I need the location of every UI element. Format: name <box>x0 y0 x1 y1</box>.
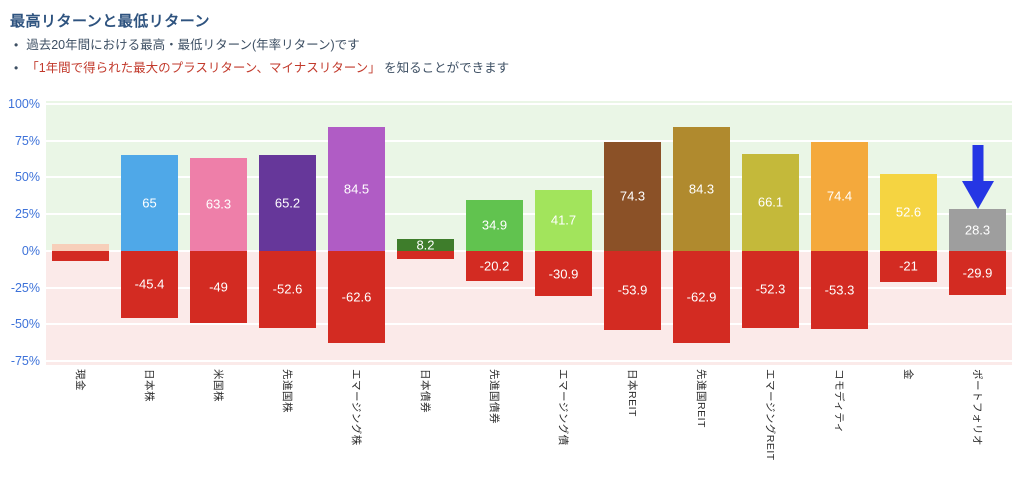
bar-emerging-reit-min[interactable]: -52.3 <box>742 250 799 328</box>
x-tick-label-cash: 現金 <box>73 369 86 391</box>
bar-japan-reit-min[interactable]: -53.9 <box>604 250 661 330</box>
bar-commodity-max[interactable]: 74.4 <box>811 141 868 251</box>
portfolio-highlight-arrow-icon <box>960 145 996 214</box>
description-list: • 過去20年間における最高・最低リターン(年率リターン)です • 「1年間で得… <box>14 38 509 83</box>
bullet-2-text: 「1年間で得られた最大のプラスリターン、マイナスリターン」 を知ることができます <box>26 61 509 76</box>
y-tick-label-75: 75% <box>14 133 40 148</box>
x-tick-label-developed-stocks: 先進国株 <box>280 369 293 413</box>
y-tick-label--25: -25% <box>10 280 40 295</box>
x-tick-label-portfolio: ポートフォリオ <box>970 369 983 446</box>
bar-value-label: 65 <box>142 195 157 211</box>
bar-japan-bonds-min[interactable] <box>397 250 454 260</box>
y-axis: 100% 75% 50% 25% 0% -25% -50% -75% <box>0 0 40 478</box>
bullet-item-2: • 「1年間で得られた最大のプラスリターン、マイナスリターン」 を知ることができ… <box>14 61 509 77</box>
bar-value-label: -53.9 <box>617 282 648 298</box>
gridline--25 <box>46 286 1012 289</box>
bar-value-label: 66.1 <box>757 194 784 210</box>
bullet-item-1: • 過去20年間における最高・最低リターン(年率リターン)です <box>14 38 509 54</box>
bar-developed-bonds-min[interactable]: -20.2 <box>466 250 523 281</box>
y-tick-label-25: 25% <box>14 207 40 222</box>
bar-portfolio-min[interactable]: -29.9 <box>949 250 1006 295</box>
bar-emerging-bonds-max[interactable]: 41.7 <box>535 189 592 251</box>
bar-value-label: -30.9 <box>548 266 579 282</box>
bar-value-label: 8.2 <box>416 237 435 253</box>
bar-japan-stocks-min[interactable]: -45.4 <box>121 250 178 318</box>
x-tick-label-japan-stocks: 日本株 <box>142 369 155 402</box>
bar-emerging-stocks-min[interactable]: -62.6 <box>328 250 385 343</box>
bar-emerging-bonds-min[interactable]: -30.9 <box>535 250 592 297</box>
plot-area: 65 -45.4 63.3 -49 65.2 -52.6 84.5 -62.6 8.2 34.9 -… <box>46 101 1012 365</box>
bar-value-label: -20.2 <box>479 258 510 274</box>
bar-commodity-min[interactable]: -53.3 <box>811 250 868 330</box>
y-tick-label--75: -75% <box>10 354 40 368</box>
bar-gold-max[interactable]: 52.6 <box>880 173 937 251</box>
bar-value-label: 52.6 <box>895 204 922 220</box>
bar-us-stocks-min[interactable]: -49 <box>190 250 247 323</box>
x-tick-label-emerging-reit: エマージングREIT <box>763 369 776 461</box>
x-tick-label-developed-reit: 先進国REIT <box>694 369 707 428</box>
bar-value-label: -45.4 <box>134 276 165 292</box>
bar-value-label: 65.2 <box>274 195 301 211</box>
bar-value-label: 63.3 <box>205 196 232 212</box>
bar-value-label: 28.3 <box>964 222 991 238</box>
bar-japan-bonds-max[interactable]: 8.2 <box>397 237 454 253</box>
y-tick-label--50: -50% <box>10 317 40 332</box>
bullet-2-highlight: 「1年間で得られた最大のプラスリターン、マイナスリターン」 <box>26 60 381 75</box>
bar-value-label: -52.6 <box>272 281 303 297</box>
bar-gold-min[interactable]: -21 <box>880 250 937 282</box>
bar-developed-reit-min[interactable]: -62.9 <box>673 250 730 344</box>
bar-value-label: -62.6 <box>341 289 372 305</box>
x-tick-label-emerging-bonds: エマージング債 <box>556 369 569 446</box>
bar-value-label: 74.4 <box>826 188 853 204</box>
gridline--50 <box>46 323 1012 326</box>
bar-value-label: -52.3 <box>755 281 786 297</box>
bullet-1-text: 過去20年間における最高・最低リターン(年率リターン)です <box>26 38 360 52</box>
y-tick-label-0: 0% <box>21 243 40 258</box>
x-tick-label-japan-bonds: 日本債券 <box>418 369 431 413</box>
bar-value-label: -49 <box>209 279 228 295</box>
bar-portfolio-max[interactable]: 28.3 <box>949 209 1006 251</box>
bar-developed-stocks-max[interactable]: 65.2 <box>259 155 316 251</box>
gridline-75 <box>46 139 1012 142</box>
bar-value-label: -29.9 <box>962 265 993 281</box>
x-tick-label-us-stocks: 米国株 <box>211 369 224 402</box>
bar-developed-reit-max[interactable]: 84.3 <box>673 127 730 251</box>
bar-value-label: 84.3 <box>688 181 715 197</box>
bullet-dot-icon: • <box>14 60 19 75</box>
bar-developed-stocks-min[interactable]: -52.6 <box>259 250 316 329</box>
bar-japan-stocks-max[interactable]: 65 <box>121 155 178 251</box>
bar-emerging-reit-max[interactable]: 66.1 <box>742 153 799 251</box>
bar-japan-reit-max[interactable]: 74.3 <box>604 141 661 251</box>
bar-value-label: -21 <box>899 258 918 274</box>
y-tick-label-50: 50% <box>14 170 40 185</box>
x-tick-label-japan-reit: 日本REIT <box>625 369 638 417</box>
gridline-100 <box>46 103 1012 105</box>
bullet-2-suffix: を知ることができます <box>380 60 510 75</box>
x-tick-label-emerging-stocks: エマージング株 <box>349 369 362 446</box>
gridline-0 <box>46 249 1012 252</box>
bar-value-label: 84.5 <box>343 181 370 197</box>
bar-cash-max[interactable] <box>52 243 109 251</box>
bar-value-label: 41.7 <box>550 212 577 228</box>
bar-value-label: -62.9 <box>686 289 717 305</box>
bar-us-stocks-max[interactable]: 63.3 <box>190 157 247 251</box>
bar-value-label: 74.3 <box>619 188 646 204</box>
bullet-dot-icon: • <box>14 38 19 52</box>
bar-developed-bonds-max[interactable]: 34.9 <box>466 199 523 251</box>
y-tick-label-100: 100% <box>8 97 40 111</box>
bar-emerging-stocks-max[interactable]: 84.5 <box>328 126 385 251</box>
gridline-50 <box>46 176 1012 179</box>
gridline--75 <box>46 360 1012 362</box>
bar-value-label: 34.9 <box>481 217 508 233</box>
bar-cash-min[interactable] <box>52 250 109 262</box>
bar-value-label: -53.3 <box>824 282 855 298</box>
x-tick-label-commodity: コモディティ <box>832 369 845 434</box>
x-tick-label-developed-bonds: 先進国債券 <box>487 369 500 424</box>
x-tick-label-gold: 金 <box>901 369 914 380</box>
page-title: 最高リターンと最低リターン <box>10 13 211 30</box>
gridline-25 <box>46 213 1012 216</box>
